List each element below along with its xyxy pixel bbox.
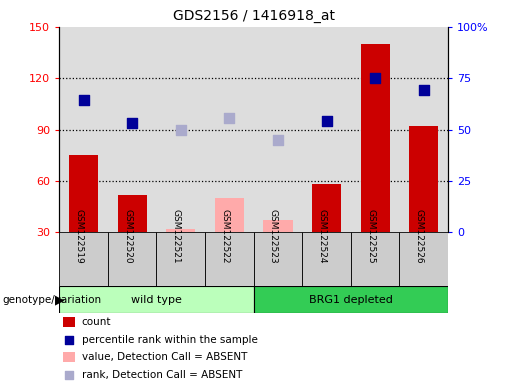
Title: GDS2156 / 1416918_at: GDS2156 / 1416918_at bbox=[173, 9, 335, 23]
Point bbox=[274, 137, 282, 143]
Bar bbox=[312, 184, 341, 232]
Bar bbox=[108, 232, 157, 286]
Bar bbox=[63, 317, 75, 327]
Text: genotype/variation: genotype/variation bbox=[3, 295, 101, 305]
Text: GSM122525: GSM122525 bbox=[366, 209, 375, 264]
Point bbox=[225, 114, 233, 121]
Point bbox=[79, 98, 88, 104]
Text: GSM122524: GSM122524 bbox=[318, 209, 327, 264]
Bar bbox=[69, 155, 98, 232]
Bar bbox=[253, 232, 302, 286]
Text: GSM122519: GSM122519 bbox=[75, 209, 83, 264]
Text: GSM122522: GSM122522 bbox=[220, 209, 229, 264]
Point bbox=[65, 372, 73, 378]
Point bbox=[371, 75, 379, 81]
Bar bbox=[409, 126, 438, 232]
Point bbox=[65, 336, 73, 343]
Bar bbox=[400, 232, 448, 286]
Text: GSM122521: GSM122521 bbox=[171, 209, 181, 264]
Bar bbox=[166, 229, 195, 232]
Text: percentile rank within the sample: percentile rank within the sample bbox=[82, 334, 258, 344]
Text: value, Detection Call = ABSENT: value, Detection Call = ABSENT bbox=[82, 353, 247, 362]
Text: BRG1 depleted: BRG1 depleted bbox=[309, 295, 393, 305]
Point bbox=[177, 127, 185, 133]
Bar bbox=[253, 286, 448, 313]
Bar bbox=[302, 232, 351, 286]
Point bbox=[128, 120, 136, 126]
Text: GSM122523: GSM122523 bbox=[269, 209, 278, 264]
Bar bbox=[117, 195, 147, 232]
Text: ▶: ▶ bbox=[55, 293, 65, 306]
Text: count: count bbox=[82, 317, 111, 327]
Point bbox=[322, 118, 331, 124]
Text: GSM122526: GSM122526 bbox=[415, 209, 424, 264]
Bar bbox=[360, 44, 390, 232]
Text: rank, Detection Call = ABSENT: rank, Detection Call = ABSENT bbox=[82, 370, 242, 380]
Bar bbox=[263, 220, 293, 232]
Point bbox=[420, 87, 428, 93]
Bar bbox=[63, 353, 75, 362]
Bar bbox=[205, 232, 253, 286]
Bar bbox=[59, 286, 253, 313]
Text: wild type: wild type bbox=[131, 295, 182, 305]
Bar bbox=[59, 232, 108, 286]
Bar bbox=[215, 198, 244, 232]
Bar bbox=[157, 232, 205, 286]
Text: GSM122520: GSM122520 bbox=[123, 209, 132, 264]
Bar bbox=[351, 232, 400, 286]
